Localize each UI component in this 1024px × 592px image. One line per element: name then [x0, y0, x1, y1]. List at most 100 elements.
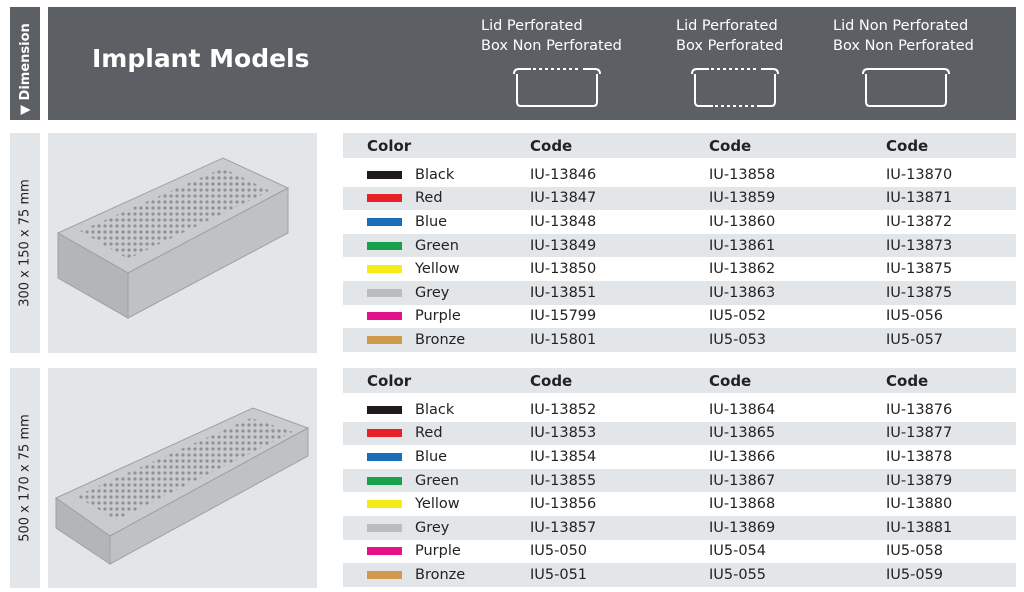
column-header-code: Code [886, 136, 929, 155]
product-code: IU-13879 [886, 472, 953, 489]
page-title: Implant Models [92, 44, 310, 73]
column-header-code: Code [709, 371, 752, 390]
product-code: IU-13863 [709, 284, 776, 301]
product-code: IU5-058 [886, 543, 944, 560]
instrument-box-image [56, 157, 290, 319]
table-row: Red IU-13853 IU-13865 IU-13877 [343, 421, 1016, 446]
color-swatch [367, 500, 402, 509]
table-row: Yellow IU-13856 IU-13868 IU-13880 [343, 492, 1016, 516]
box-lid-perforated-icon [513, 67, 601, 107]
product-code: IU-13848 [530, 213, 597, 230]
color-name: Grey [415, 519, 450, 536]
product-code: IU-13851 [530, 284, 597, 301]
table-header: Color Code Code Code [343, 368, 1016, 393]
product-code: IU-13847 [530, 190, 597, 207]
color-swatch [367, 405, 402, 414]
color-swatch [367, 429, 402, 438]
variant-line2: Box Non Perforated [833, 38, 974, 54]
dimension-label: ▼ Dimension [18, 23, 33, 115]
column-header-code: Code [530, 371, 573, 390]
color-swatch [367, 217, 402, 226]
table-row: Red IU-13847 IU-13859 IU-13871 [343, 186, 1016, 211]
column-header-color: Color [367, 136, 412, 155]
box-non-perforated-icon [862, 68, 950, 107]
instrument-box-image [54, 407, 310, 565]
color-name: Yellow [415, 261, 460, 278]
variant-label: Lid Non Perforated Box Non Perforated [833, 16, 974, 56]
product-code: IU5-056 [886, 308, 944, 325]
table-row: Purple IU-15799 IU5-052 IU5-056 [343, 305, 1016, 329]
table-row: Bronze IU5-051 IU5-055 IU5-059 [343, 563, 1016, 587]
product-code: IU5-052 [709, 308, 767, 325]
product-code: IU-13875 [886, 261, 953, 278]
product-code: IU-13860 [709, 213, 776, 230]
product-code: IU-13850 [530, 261, 597, 278]
product-code: IU-13859 [709, 190, 776, 207]
table-row: Black IU-13852 IU-13864 IU-13876 [343, 398, 1016, 422]
product-code: IU-13857 [530, 519, 597, 536]
variant-line2: Box Non Perforated [481, 38, 622, 54]
color-name: Grey [415, 284, 450, 301]
header-bar [48, 7, 1016, 120]
product-code: IU-13876 [886, 401, 953, 418]
column-header-color: Color [367, 371, 412, 390]
product-code: IU-13869 [709, 519, 776, 536]
product-code: IU-13867 [709, 472, 776, 489]
product-image [48, 133, 317, 353]
codes-table: Color Code Code Code Black IU-13852 IU-1386… [343, 368, 1016, 587]
product-code: IU-13852 [530, 401, 597, 418]
product-code: IU-13866 [709, 448, 776, 465]
color-name: Red [415, 190, 443, 207]
product-code: IU-13871 [886, 190, 953, 207]
color-swatch [367, 241, 402, 250]
color-name: Green [415, 237, 459, 254]
dimension-value: 300 x 150 x 75 mm [17, 179, 33, 307]
color-swatch [367, 523, 402, 532]
product-code: IU-13870 [886, 166, 953, 183]
color-name: Purple [415, 308, 461, 325]
color-name: Purple [415, 543, 461, 560]
table-row: Grey IU-13851 IU-13863 IU-13875 [343, 280, 1016, 305]
product-code: IU-13880 [886, 496, 953, 513]
product-code: IU-13881 [886, 519, 953, 536]
variant-line2: Box Perforated [676, 38, 784, 54]
product-code: IU5-051 [530, 566, 588, 583]
dimension-text: Dimension [18, 23, 33, 101]
product-code: IU-13864 [709, 401, 776, 418]
product-code: IU5-054 [709, 543, 767, 560]
codes-table: Color Code Code Code Black IU-13846 IU-1385… [343, 133, 1016, 352]
color-swatch [367, 476, 402, 485]
column-header-code: Code [886, 371, 929, 390]
product-code: IU-15801 [530, 331, 597, 348]
table-row: Green IU-13855 IU-13867 IU-13879 [343, 468, 1016, 493]
product-code: IU-13865 [709, 425, 776, 442]
product-code: IU-13849 [530, 237, 597, 254]
product-code: IU-15799 [530, 308, 597, 325]
color-swatch [367, 452, 402, 461]
product-code: IU-13872 [886, 213, 953, 230]
color-swatch [367, 170, 402, 179]
product-code: IU-13858 [709, 166, 776, 183]
product-code: IU-13855 [530, 472, 597, 489]
color-name: Bronze [415, 566, 466, 583]
table-row: Purple IU5-050 IU5-054 IU5-058 [343, 540, 1016, 564]
color-name: Blue [415, 448, 448, 465]
box-both-perforated-icon [691, 67, 779, 108]
color-name: Bronze [415, 331, 466, 348]
color-name: Yellow [415, 496, 460, 513]
variant-line1: Lid Perforated [481, 18, 583, 34]
color-swatch [367, 335, 402, 344]
product-code: IU5-059 [886, 566, 944, 583]
column-header-code: Code [709, 136, 752, 155]
color-swatch [367, 312, 402, 321]
product-code: IU5-055 [709, 566, 767, 583]
dimension-value: 500 x 170 x 75 mm [17, 414, 33, 542]
dimension-cell: 500 x 170 x 75 mm [10, 368, 40, 588]
dimension-header: ▼ Dimension [10, 7, 40, 120]
product-code: IU-13861 [709, 237, 776, 254]
product-code: IU-13878 [886, 448, 953, 465]
product-code: IU-13873 [886, 237, 953, 254]
table-row: Grey IU-13857 IU-13869 IU-13881 [343, 515, 1016, 540]
product-image [48, 368, 317, 588]
product-code: IU-13862 [709, 261, 776, 278]
